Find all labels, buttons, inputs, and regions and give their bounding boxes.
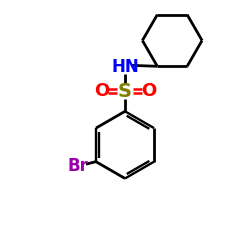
Text: Br: Br (68, 157, 88, 175)
Text: O: O (141, 82, 156, 100)
Text: O: O (94, 82, 109, 100)
Text: HN: HN (111, 58, 139, 76)
Text: S: S (118, 82, 132, 101)
